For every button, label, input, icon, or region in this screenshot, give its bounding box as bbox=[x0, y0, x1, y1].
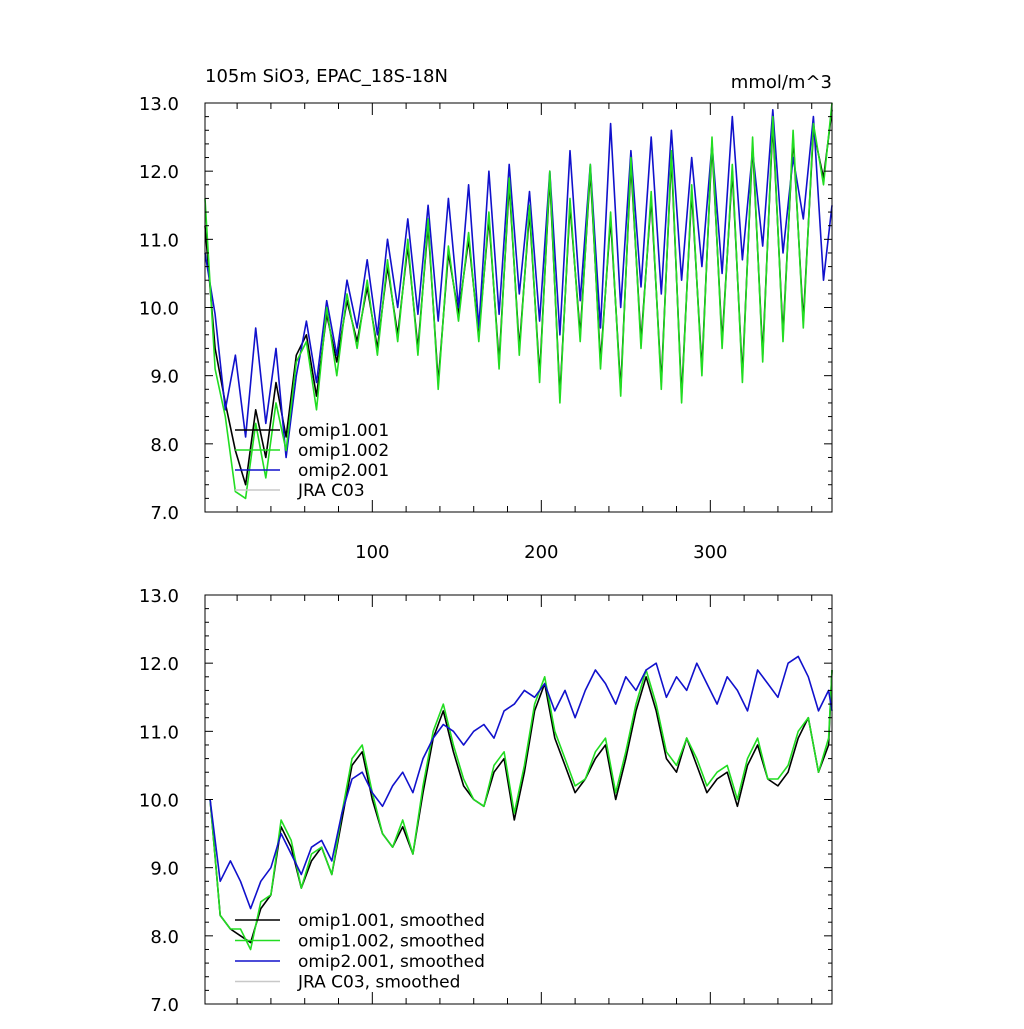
bottom-y-tick-label: 12.0 bbox=[139, 654, 179, 675]
legend-label: omip1.002 bbox=[298, 441, 389, 461]
top-x-tick-label: 100 bbox=[355, 542, 389, 563]
legend-label: omip2.001 bbox=[298, 461, 389, 481]
bottom-panel-frame bbox=[204, 594, 833, 1005]
legend-entry: omip2.001 bbox=[235, 461, 389, 481]
legend-entry: omip2.001, smoothed bbox=[235, 952, 485, 972]
bottom-panel-series bbox=[209, 655, 833, 951]
legend-label: JRA C03 bbox=[297, 481, 365, 501]
top-panel-title: 105m SiO3, EPAC_18S-18N bbox=[205, 66, 448, 87]
bottom-y-tick-label: 11.0 bbox=[139, 722, 179, 743]
top-y-tick-label: 12.0 bbox=[139, 162, 179, 183]
top-x-tick-label: 200 bbox=[524, 542, 558, 563]
legend-entry: JRA C03, smoothed bbox=[235, 973, 460, 993]
top-y-tick-label: 10.0 bbox=[139, 299, 179, 320]
top-panel-units: mmol/m^3 bbox=[731, 72, 832, 93]
top-panel: 105m SiO3, EPAC_18S-18N mmol/m^3 7.0 8.0 9… bbox=[139, 66, 833, 563]
series-line-omip1-001-smoothed bbox=[209, 669, 833, 944]
bottom-y-tick-label: 10.0 bbox=[139, 791, 179, 812]
top-y-tick-label: 9.0 bbox=[150, 367, 179, 388]
top-y-tick-label: 8.0 bbox=[150, 435, 179, 456]
series-line-omip2-001 bbox=[204, 109, 833, 459]
legend-label: omip2.001, smoothed bbox=[298, 952, 485, 972]
top-panel-ticks: 7.0 8.0 9.0 10.0 11.0 12.0 13.0 100 200 300 bbox=[139, 94, 832, 563]
legend-entry: omip1.002 bbox=[235, 441, 389, 461]
bottom-y-tick-label: 7.0 bbox=[150, 995, 179, 1016]
top-x-tick-label: 300 bbox=[693, 542, 727, 563]
bottom-panel-ticks: 7.0 8.0 9.0 10.0 11.0 12.0 13.0 bbox=[139, 586, 832, 1016]
legend-label: omip1.001, smoothed bbox=[298, 911, 485, 931]
bottom-y-tick-label: 13.0 bbox=[139, 586, 179, 607]
series-line-omip1-002 bbox=[204, 102, 833, 500]
series-line-omip1-002-smoothed bbox=[209, 669, 833, 951]
legend-entry: JRA C03 bbox=[235, 481, 365, 501]
legend-label: JRA C03, smoothed bbox=[297, 973, 460, 993]
bottom-panel: 7.0 8.0 9.0 10.0 11.0 12.0 13.0 omip1.001, smo… bbox=[139, 586, 833, 1016]
top-y-tick-label: 13.0 bbox=[139, 94, 179, 115]
top-y-tick-label: 11.0 bbox=[139, 230, 179, 251]
top-panel-series bbox=[204, 102, 833, 500]
legend-label: omip1.001 bbox=[298, 421, 389, 441]
legend-entry: omip1.002, smoothed bbox=[235, 932, 485, 952]
legend-entry: omip1.001 bbox=[235, 421, 389, 441]
series-line-omip2-001-smoothed bbox=[209, 655, 833, 910]
legend-label: omip1.002, smoothed bbox=[298, 932, 485, 952]
legend-entry: omip1.001, smoothed bbox=[235, 911, 485, 931]
top-panel-frame bbox=[204, 102, 833, 513]
bottom-y-tick-label: 8.0 bbox=[150, 927, 179, 948]
top-y-tick-label: 7.0 bbox=[150, 503, 179, 524]
bottom-y-tick-label: 9.0 bbox=[150, 859, 179, 880]
